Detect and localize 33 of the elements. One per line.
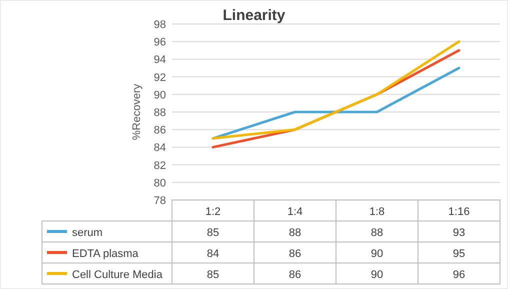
y-tick-label: 86 bbox=[154, 124, 166, 137]
y-tick-label: 78 bbox=[154, 195, 166, 207]
data-label: 95 bbox=[452, 248, 466, 260]
x-tick-label: 1:4 bbox=[287, 206, 303, 218]
data-label: 96 bbox=[452, 269, 466, 281]
y-tick-label: 90 bbox=[154, 89, 166, 102]
y-tick-label: 98 bbox=[154, 19, 166, 31]
data-label: 88 bbox=[288, 227, 302, 239]
x-tick-label: 1:2 bbox=[205, 206, 221, 218]
y-tick-label: 92 bbox=[154, 72, 166, 84]
y-tick-label: 84 bbox=[154, 142, 166, 154]
y-tick-label: 96 bbox=[154, 36, 166, 49]
data-label: 84 bbox=[206, 248, 220, 260]
legend-label: Cell Culture Media bbox=[72, 269, 164, 281]
legend-label: serum bbox=[72, 227, 103, 239]
chart-title: Linearity bbox=[222, 7, 286, 24]
data-label: 86 bbox=[288, 269, 302, 281]
line-series bbox=[212, 40, 460, 140]
data-label: 86 bbox=[288, 248, 302, 260]
legend-label: EDTA plasma bbox=[72, 248, 140, 260]
data-label: 93 bbox=[452, 227, 466, 239]
data-label: 88 bbox=[370, 227, 384, 239]
data-label: 85 bbox=[206, 227, 220, 239]
data-label: 90 bbox=[370, 248, 384, 260]
y-tick-label: 80 bbox=[154, 177, 166, 190]
y-tick-label: 82 bbox=[154, 160, 166, 172]
y-axis-title: %Recovery bbox=[131, 83, 143, 140]
data-label: 85 bbox=[206, 269, 220, 281]
x-tick-label: 1:8 bbox=[369, 206, 385, 218]
data-label: 90 bbox=[370, 269, 384, 281]
y-tick-label: 88 bbox=[154, 107, 166, 119]
x-tick-label: 1:16 bbox=[448, 206, 470, 218]
y-tick-label: 94 bbox=[154, 54, 166, 66]
